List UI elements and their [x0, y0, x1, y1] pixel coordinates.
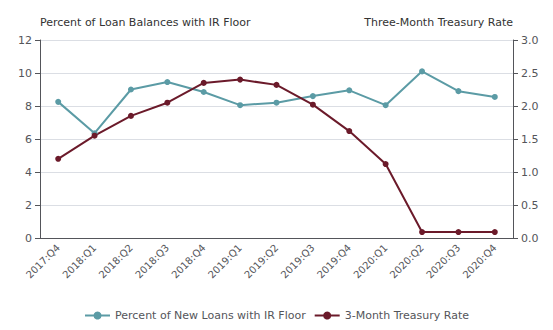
svg-text:Percent of New Loans with IR F: Percent of New Loans with IR Floor	[115, 309, 306, 322]
svg-text:2018:Q3: 2018:Q3	[133, 242, 171, 280]
svg-text:2020:Q3: 2020:Q3	[424, 242, 462, 280]
svg-text:0: 0	[25, 232, 32, 245]
svg-text:8: 8	[25, 100, 32, 113]
svg-text:2019:Q1: 2019:Q1	[206, 242, 244, 280]
svg-text:0.0: 0.0	[521, 232, 539, 245]
svg-text:2020:Q4: 2020:Q4	[461, 242, 499, 280]
svg-text:10: 10	[18, 67, 32, 80]
svg-text:2020:Q2: 2020:Q2	[388, 242, 426, 280]
svg-text:2019:Q3: 2019:Q3	[279, 242, 317, 280]
svg-text:2.0: 2.0	[521, 100, 539, 113]
svg-text:2019:Q4: 2019:Q4	[315, 242, 353, 280]
svg-text:6: 6	[25, 133, 32, 146]
svg-text:2017:Q4: 2017:Q4	[24, 242, 62, 280]
svg-text:12: 12	[18, 34, 32, 47]
svg-text:Percent of Loan Balances with: Percent of Loan Balances with IR Floor	[40, 16, 251, 29]
svg-text:3.0: 3.0	[521, 34, 539, 47]
svg-text:2020:Q1: 2020:Q1	[351, 242, 389, 280]
svg-text:1.0: 1.0	[521, 166, 539, 179]
svg-text:2.5: 2.5	[521, 67, 539, 80]
svg-text:2018:Q2: 2018:Q2	[97, 242, 135, 280]
svg-text:4: 4	[25, 166, 32, 179]
svg-text:2: 2	[25, 199, 32, 212]
svg-text:2018:Q1: 2018:Q1	[60, 242, 98, 280]
svg-text:2018:Q4: 2018:Q4	[169, 242, 207, 280]
svg-text:Three-Month Treasury Rate: Three-Month Treasury Rate	[363, 16, 513, 29]
svg-text:2019:Q2: 2019:Q2	[242, 242, 280, 280]
svg-text:1.5: 1.5	[521, 133, 539, 146]
svg-text:3-Month Treasury Rate: 3-Month Treasury Rate	[345, 309, 470, 322]
svg-text:0.5: 0.5	[521, 199, 539, 212]
